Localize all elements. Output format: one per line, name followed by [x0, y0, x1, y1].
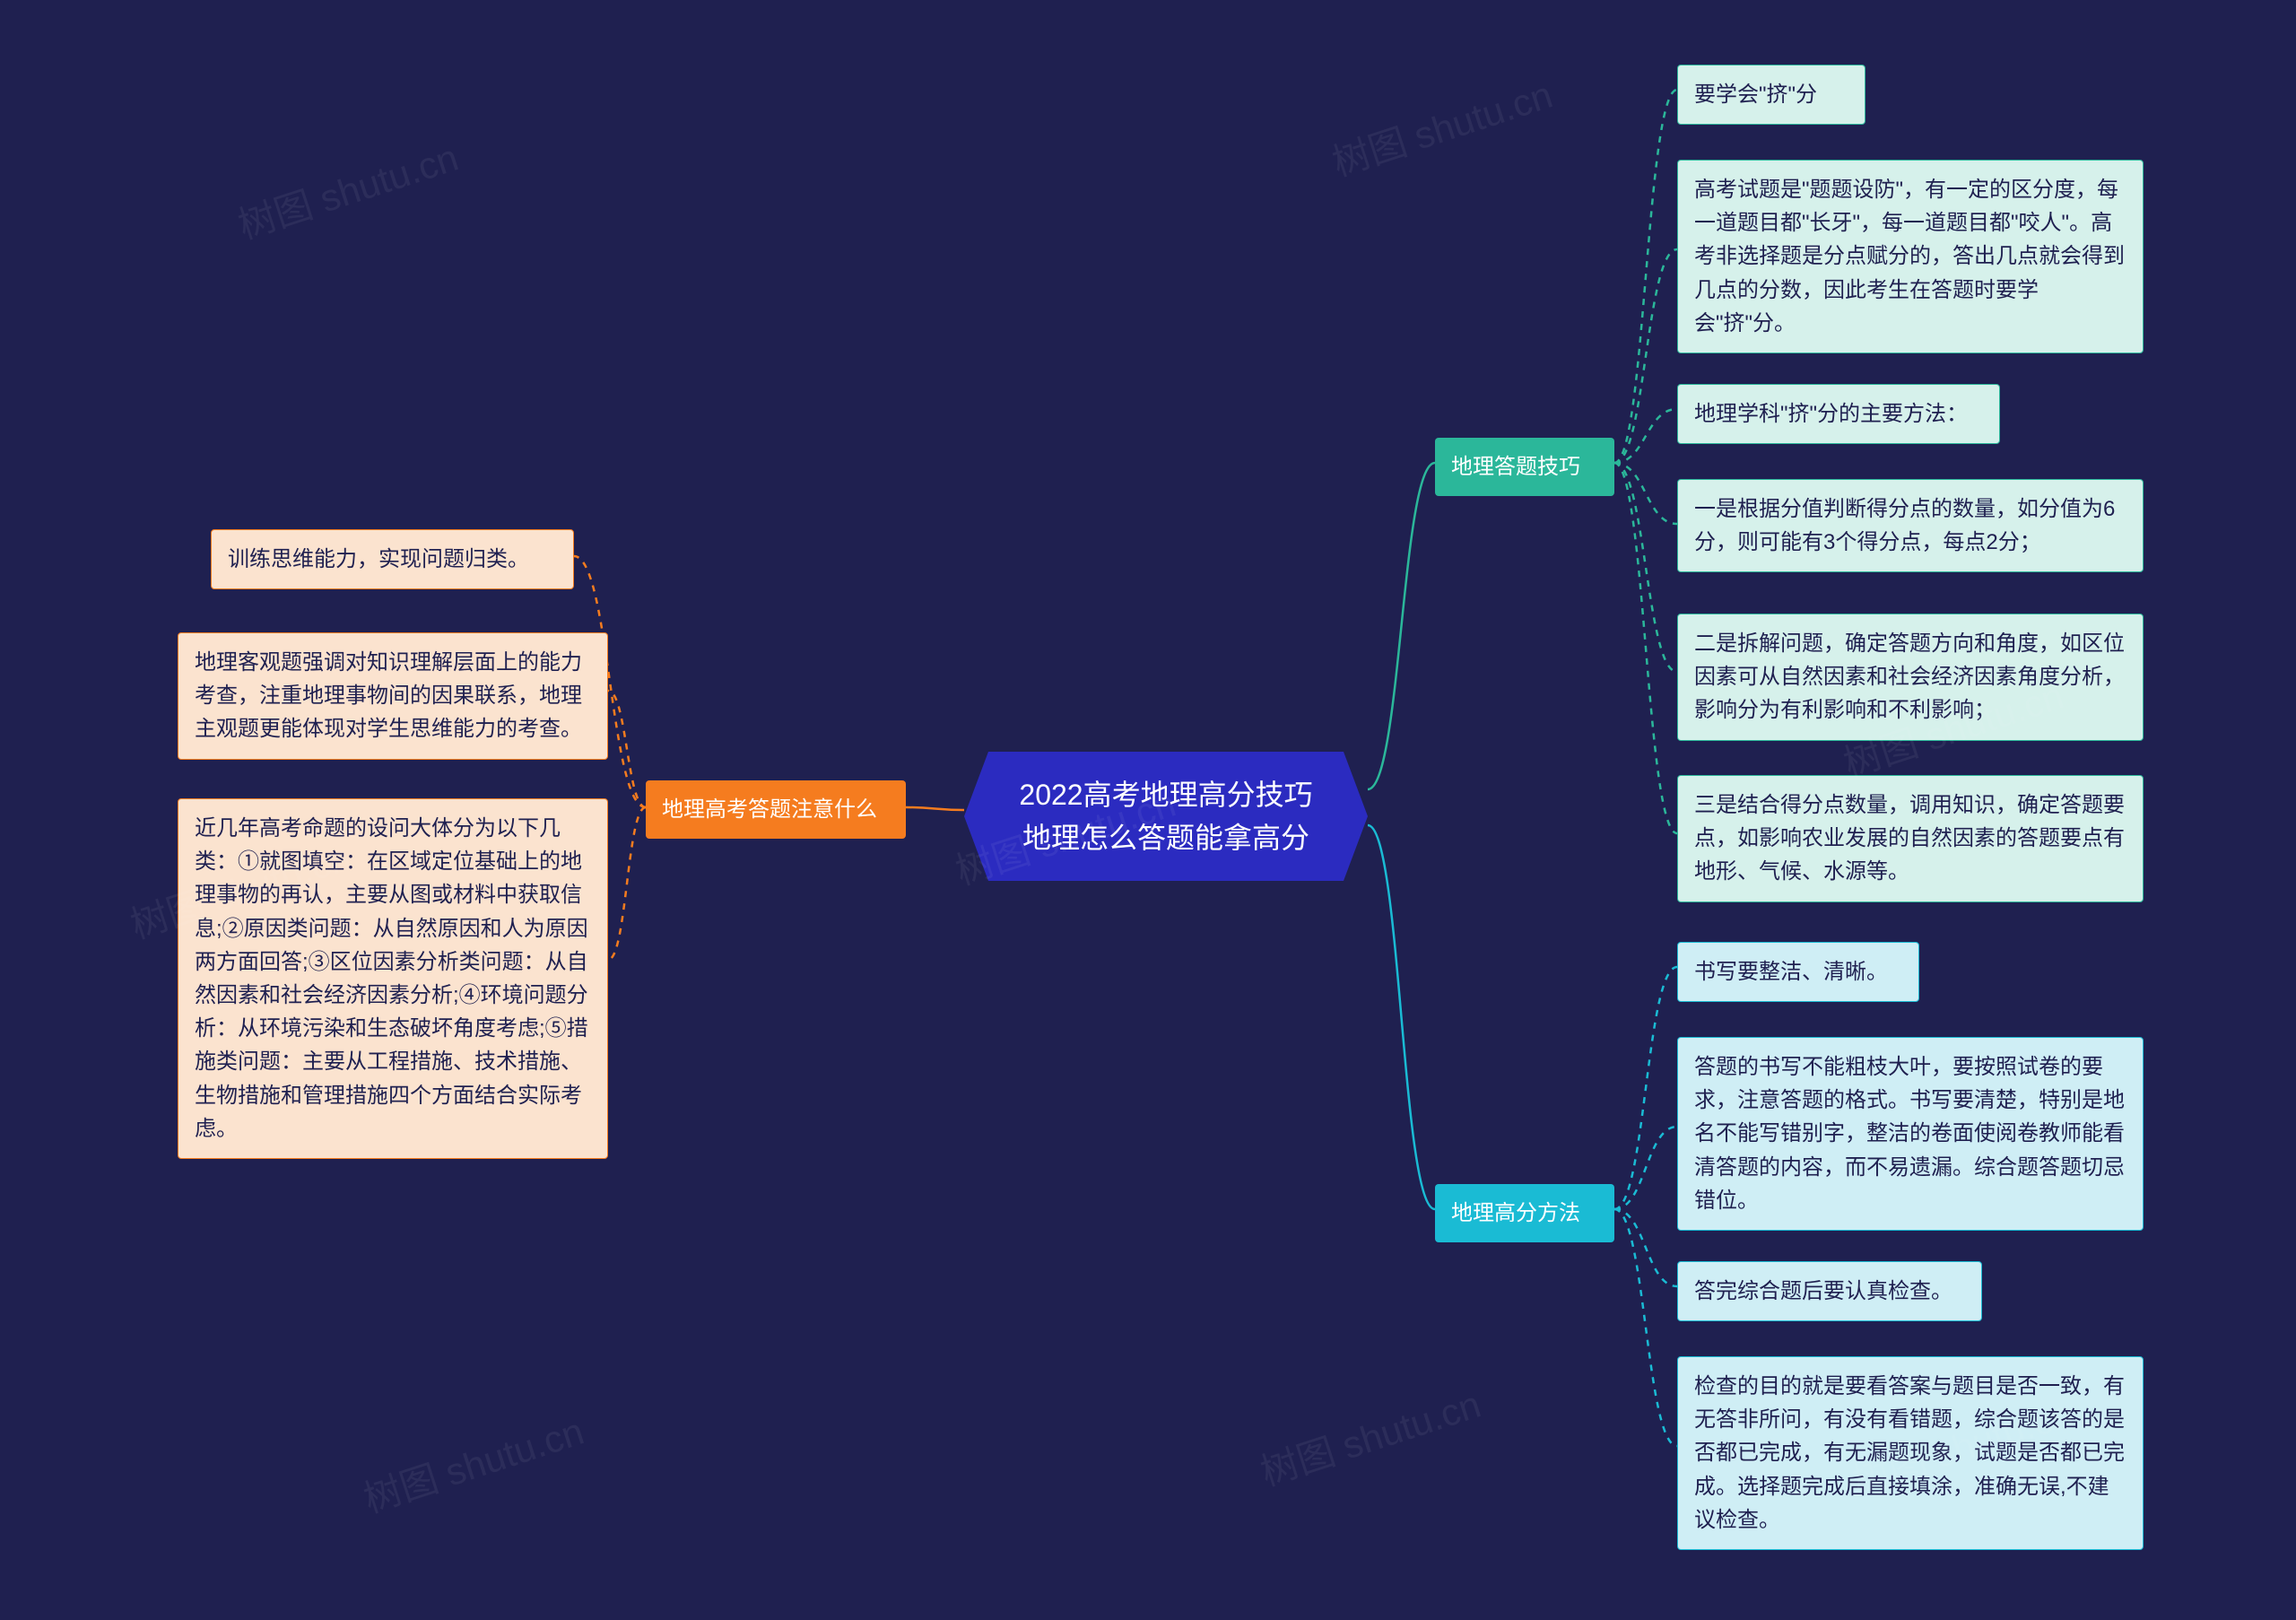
watermark: 树图 shutu.cn [1253, 1374, 1487, 1497]
leaf-green-5-text: 三是结合得分点数量，调用知识，确定答题要点，如影响农业发展的自然因素的答题要点有… [1694, 793, 2125, 884]
leaf-cyan-2: 答完综合题后要认真检查。 [1677, 1261, 1982, 1321]
branch-left: 地理高考答题注意什么 [646, 780, 906, 839]
leaf-green-0-text: 要学会"挤"分 [1694, 83, 1817, 107]
leaf-cyan-2-text: 答完综合题后要认真检查。 [1694, 1279, 1952, 1303]
root-node: 2022高考地理高分技巧 地理怎么答题能拿高分 [964, 752, 1368, 881]
watermark: 树图 shutu.cn [230, 127, 465, 250]
leaf-cyan-3: 检查的目的就是要看答案与题目是否一致，有无答非所问，有没有看错题，综合题该答的是… [1677, 1356, 2144, 1550]
leaf-left-2-text: 近几年高考命题的设问大体分为以下几类：①就图填空：在区域定位基础上的地理事物的再… [195, 816, 588, 1141]
leaf-green-5: 三是结合得分点数量，调用知识，确定答题要点，如影响农业发展的自然因素的答题要点有… [1677, 775, 2144, 902]
watermark: 树图 shutu.cn [1325, 65, 1559, 187]
root-line2: 地理怎么答题能拿高分 [989, 816, 1343, 859]
leaf-cyan-0: 书写要整洁、清晰。 [1677, 942, 1919, 1002]
leaf-left-2: 近几年高考命题的设问大体分为以下几类：①就图填空：在区域定位基础上的地理事物的再… [178, 798, 608, 1159]
leaf-left-0: 训练思维能力，实现问题归类。 [211, 529, 574, 589]
root-line1: 2022高考地理高分技巧 [989, 773, 1343, 816]
leaf-green-2: 地理学科"挤"分的主要方法： [1677, 384, 2000, 444]
leaf-green-4: 二是拆解问题，确定答题方向和角度，如区位因素可从自然因素和社会经济因素角度分析，… [1677, 614, 2144, 741]
branch-cyan: 地理高分方法 [1435, 1184, 1614, 1242]
leaf-left-1: 地理客观题强调对知识理解层面上的能力考查，注重地理事物间的因果联系，地理主观题更… [178, 632, 608, 760]
leaf-green-3-text: 一是根据分值判断得分点的数量，如分值为6分，则可能有3个得分点，每点2分； [1694, 497, 2115, 554]
leaf-green-0: 要学会"挤"分 [1677, 65, 1866, 125]
leaf-cyan-1: 答题的书写不能粗枝大叶，要按照试卷的要求，注意答题的格式。书写要清楚，特别是地名… [1677, 1037, 2144, 1231]
leaf-left-0-text: 训练思维能力，实现问题归类。 [228, 547, 529, 571]
leaf-green-3: 一是根据分值判断得分点的数量，如分值为6分，则可能有3个得分点，每点2分； [1677, 479, 2144, 572]
leaf-green-2-text: 地理学科"挤"分的主要方法： [1694, 402, 1968, 426]
leaf-green-1-text: 高考试题是"题题设防"，有一定的区分度，每一道题目都"长牙"，每一道题目都"咬人… [1694, 178, 2125, 335]
watermark: 树图 shutu.cn [356, 1401, 590, 1524]
leaf-cyan-3-text: 检查的目的就是要看答案与题目是否一致，有无答非所问，有没有看错题，综合题该答的是… [1694, 1374, 2125, 1532]
leaf-cyan-1-text: 答题的书写不能粗枝大叶，要按照试卷的要求，注意答题的格式。书写要清楚，特别是地名… [1694, 1055, 2125, 1213]
branch-green: 地理答题技巧 [1435, 438, 1614, 496]
leaf-left-1-text: 地理客观题强调对知识理解层面上的能力考查，注重地理事物间的因果联系，地理主观题更… [195, 650, 582, 741]
branch-left-label: 地理高考答题注意什么 [662, 797, 877, 822]
branch-cyan-label: 地理高分方法 [1451, 1201, 1580, 1225]
leaf-green-4-text: 二是拆解问题，确定答题方向和角度，如区位因素可从自然因素和社会经济因素角度分析，… [1694, 631, 2125, 722]
leaf-cyan-0-text: 书写要整洁、清晰。 [1694, 960, 1888, 984]
leaf-green-1: 高考试题是"题题设防"，有一定的区分度，每一道题目都"长牙"，每一道题目都"咬人… [1677, 160, 2144, 353]
branch-green-label: 地理答题技巧 [1451, 455, 1580, 479]
